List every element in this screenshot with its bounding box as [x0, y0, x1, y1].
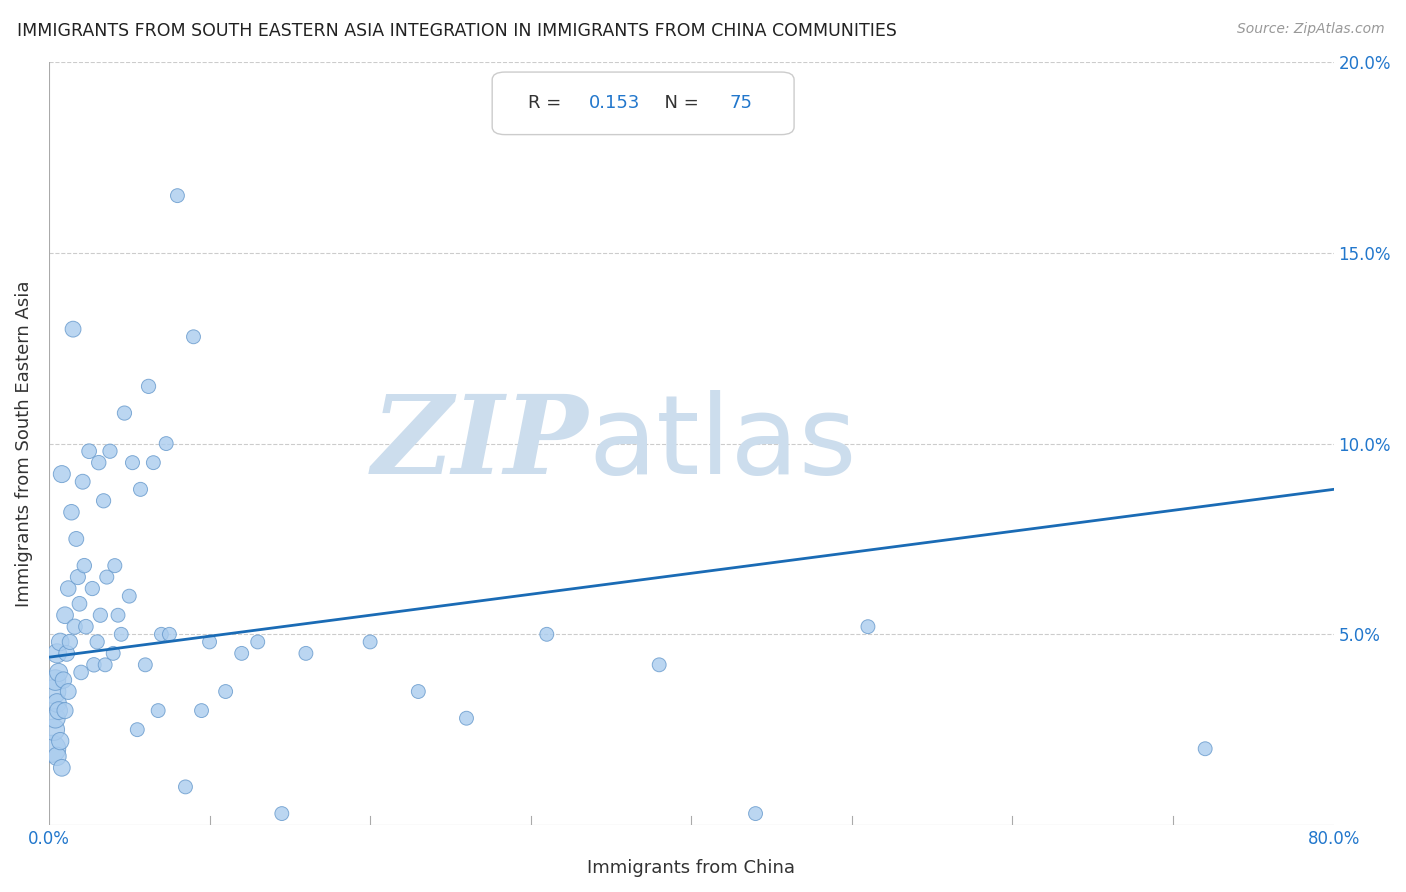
Point — [150, 627, 173, 641]
Point — [70, 665, 93, 680]
Y-axis label: Immigrants from South Eastern Asia: Immigrants from South Eastern Asia — [15, 280, 32, 607]
Point — [198, 635, 221, 649]
Point — [55, 646, 77, 660]
Point — [295, 646, 318, 660]
Point — [93, 493, 115, 508]
Point — [53, 704, 76, 718]
Point — [87, 456, 110, 470]
Point — [52, 673, 75, 687]
Point — [75, 620, 97, 634]
Point — [46, 696, 69, 710]
Point — [138, 379, 160, 393]
Point — [174, 780, 197, 794]
Point — [53, 608, 76, 623]
Point — [63, 620, 86, 634]
Text: Source: ZipAtlas.com: Source: ZipAtlas.com — [1237, 22, 1385, 37]
Point — [536, 627, 558, 641]
Point — [456, 711, 478, 725]
Point — [155, 436, 177, 450]
Point — [190, 704, 212, 718]
Point — [214, 684, 236, 698]
Point — [270, 806, 292, 821]
Point — [58, 582, 80, 596]
X-axis label: Immigrants from China: Immigrants from China — [588, 859, 796, 877]
Point — [49, 635, 72, 649]
Point — [72, 475, 94, 489]
Point — [110, 627, 132, 641]
Text: 0.153: 0.153 — [589, 95, 640, 112]
Point — [46, 646, 69, 660]
Point — [121, 456, 143, 470]
Point — [62, 322, 84, 336]
Point — [69, 597, 91, 611]
Text: IMMIGRANTS FROM SOUTH EASTERN ASIA INTEGRATION IN IMMIGRANTS FROM CHINA COMMUNIT: IMMIGRANTS FROM SOUTH EASTERN ASIA INTEG… — [17, 22, 897, 40]
Point — [129, 483, 152, 497]
Point — [107, 608, 129, 623]
Point — [142, 456, 165, 470]
Point — [359, 635, 381, 649]
Point — [744, 806, 766, 821]
Point — [46, 749, 69, 764]
Point — [65, 532, 87, 546]
Point — [44, 711, 66, 725]
Point — [127, 723, 149, 737]
Point — [94, 657, 117, 672]
Point — [648, 657, 671, 672]
Point — [856, 620, 879, 634]
Point — [408, 684, 430, 698]
Point — [118, 589, 141, 603]
Point — [51, 467, 73, 482]
Point — [66, 570, 89, 584]
Point — [49, 734, 72, 748]
Point — [51, 761, 73, 775]
Point — [42, 723, 65, 737]
Text: N =: N = — [652, 95, 704, 112]
Point — [82, 582, 104, 596]
Text: R =: R = — [529, 95, 567, 112]
Point — [48, 704, 70, 718]
Point — [146, 704, 169, 718]
Point — [77, 444, 100, 458]
Point — [96, 570, 118, 584]
Point — [1194, 741, 1216, 756]
Point — [59, 635, 82, 649]
Point — [44, 673, 66, 687]
Text: 75: 75 — [730, 95, 752, 112]
Point — [60, 505, 83, 519]
Point — [42, 684, 65, 698]
Point — [83, 657, 105, 672]
Point — [89, 608, 111, 623]
Point — [103, 646, 125, 660]
FancyBboxPatch shape — [492, 72, 794, 135]
Point — [104, 558, 127, 573]
Point — [86, 635, 108, 649]
Point — [246, 635, 269, 649]
Point — [166, 188, 188, 202]
Text: atlas: atlas — [589, 390, 858, 497]
Point — [98, 444, 121, 458]
Point — [73, 558, 96, 573]
Point — [183, 330, 205, 344]
Point — [41, 741, 63, 756]
Point — [157, 627, 180, 641]
Point — [58, 684, 80, 698]
Point — [48, 665, 70, 680]
Text: ZIP: ZIP — [373, 390, 589, 498]
Point — [231, 646, 253, 660]
Point — [134, 657, 156, 672]
Point — [114, 406, 136, 420]
